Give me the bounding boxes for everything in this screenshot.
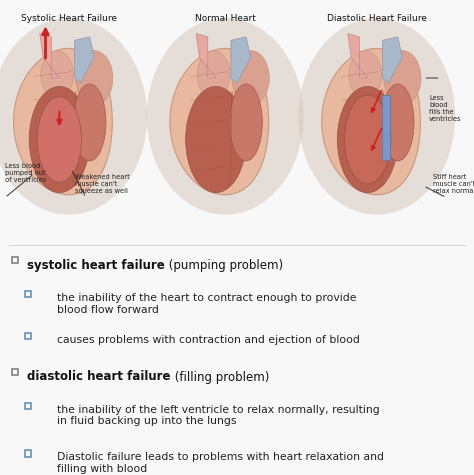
Ellipse shape bbox=[0, 18, 147, 215]
Polygon shape bbox=[231, 37, 251, 83]
Ellipse shape bbox=[197, 51, 230, 98]
Ellipse shape bbox=[337, 86, 398, 192]
Ellipse shape bbox=[147, 18, 303, 215]
Polygon shape bbox=[322, 48, 420, 195]
Text: Weakened heart
muscle can't
squeeze as well: Weakened heart muscle can't squeeze as w… bbox=[74, 174, 129, 194]
Polygon shape bbox=[196, 34, 216, 78]
Bar bbox=[25, 450, 31, 456]
Ellipse shape bbox=[384, 51, 421, 105]
Ellipse shape bbox=[299, 18, 455, 215]
Bar bbox=[25, 291, 31, 297]
Bar bbox=[12, 369, 18, 375]
Polygon shape bbox=[170, 48, 269, 195]
Text: Less
blood
fills the
ventricles: Less blood fills the ventricles bbox=[429, 95, 462, 122]
Text: Normal Heart: Normal Heart bbox=[195, 14, 255, 23]
Text: systolic heart failure: systolic heart failure bbox=[27, 259, 165, 272]
Ellipse shape bbox=[382, 84, 414, 161]
Ellipse shape bbox=[230, 84, 262, 161]
Text: Diastolic failure leads to problems with heart relaxation and
filling with blood: Diastolic failure leads to problems with… bbox=[57, 452, 384, 474]
Text: Less blood
pumped out
of ventricles: Less blood pumped out of ventricles bbox=[5, 163, 46, 183]
Text: Diastolic Heart Failure: Diastolic Heart Failure bbox=[327, 14, 427, 23]
Ellipse shape bbox=[76, 51, 113, 105]
Text: Systolic Heart Failure: Systolic Heart Failure bbox=[21, 14, 117, 23]
Polygon shape bbox=[348, 34, 367, 78]
Polygon shape bbox=[14, 48, 112, 195]
Bar bbox=[25, 333, 31, 339]
Text: the inability of the heart to contract enough to provide
blood flow forward: the inability of the heart to contract e… bbox=[57, 293, 356, 314]
Ellipse shape bbox=[349, 51, 382, 98]
Polygon shape bbox=[74, 37, 94, 83]
Polygon shape bbox=[40, 34, 59, 78]
Text: the inability of the left ventricle to relax normally, resulting
in fluid backin: the inability of the left ventricle to r… bbox=[57, 405, 380, 426]
Text: causes problems with contraction and ejection of blood: causes problems with contraction and eje… bbox=[57, 335, 360, 345]
Text: (pumping problem): (pumping problem) bbox=[165, 259, 283, 272]
Ellipse shape bbox=[37, 97, 82, 182]
Bar bbox=[12, 257, 18, 263]
Text: (filling problem): (filling problem) bbox=[171, 370, 269, 383]
Ellipse shape bbox=[29, 86, 90, 192]
Bar bbox=[25, 403, 31, 409]
Ellipse shape bbox=[344, 95, 391, 184]
Ellipse shape bbox=[73, 84, 106, 161]
Ellipse shape bbox=[186, 86, 246, 192]
Text: Stiff heart
muscle can't
relax normally: Stiff heart muscle can't relax normally bbox=[433, 174, 474, 194]
Ellipse shape bbox=[41, 51, 73, 98]
Ellipse shape bbox=[232, 51, 269, 105]
Polygon shape bbox=[383, 37, 402, 83]
Text: diastolic heart failure: diastolic heart failure bbox=[27, 370, 171, 383]
FancyArrow shape bbox=[382, 95, 390, 160]
